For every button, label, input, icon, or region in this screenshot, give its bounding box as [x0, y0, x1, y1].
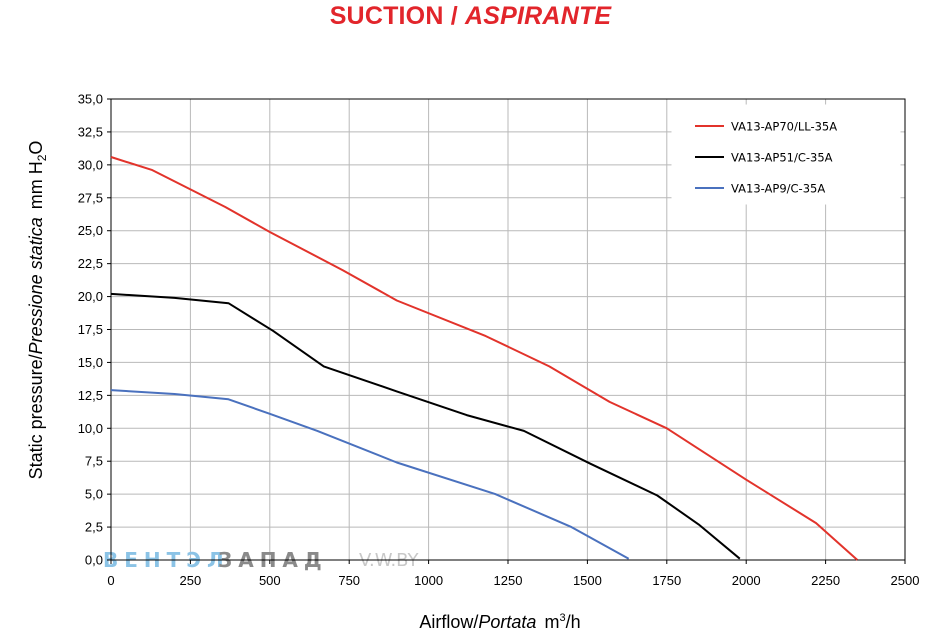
y-tick-label: 0,0 — [85, 553, 103, 568]
legend-label: VA13-AP51/C-35A — [731, 151, 833, 165]
chart-title: SUCTION / ASPIRANTE — [0, 2, 941, 31]
series-line-1 — [110, 156, 859, 561]
x-tick-label: 0 — [107, 573, 114, 588]
ylabel-unit-suffix: O — [26, 141, 46, 155]
legend-label: VA13-AP70/LL-35A — [731, 120, 837, 134]
title-italic: ASPIRANTE — [465, 2, 612, 30]
y-tick-label: 5,0 — [85, 487, 103, 502]
x-tick-label: 2250 — [811, 573, 840, 588]
svg-text:Static pressure/Pressione stat: Static pressure/Pressione statica mm H2O — [26, 141, 49, 480]
x-tick-label: 250 — [180, 573, 202, 588]
y-tick-label: 15,0 — [78, 355, 103, 370]
y-tick-label: 25,0 — [78, 223, 103, 238]
xlabel-main: Airflow/ — [419, 612, 478, 632]
y-tick-label: 20,0 — [78, 289, 103, 304]
x-tick-label: 1250 — [494, 573, 523, 588]
title-separator: / — [443, 2, 466, 30]
ylabel-unit: mm H — [26, 161, 46, 209]
y-tick-label: 2,5 — [85, 520, 103, 535]
legend: VA13-AP70/LL-35A VA13-AP51/C-35A VA13-AP9/… — [671, 104, 901, 205]
y-tick-label: 27,5 — [78, 190, 103, 205]
series-lines — [110, 156, 859, 561]
y-axis-label: Static pressure/Pressione statica mm H2O — [26, 141, 49, 480]
ylabel-main: Static pressure/ — [26, 354, 46, 479]
xlabel-unit: m — [544, 612, 559, 632]
y-tick-label: 35,0 — [78, 92, 103, 107]
ylabel-italic: Pressione statica — [26, 217, 46, 354]
xlabel-unit-sup: 3 — [559, 612, 565, 624]
y-tick-label: 12,5 — [78, 388, 103, 403]
x-axis-label: Airflow/Portata m3/h — [419, 612, 580, 632]
y-tick-label: 17,5 — [78, 322, 103, 337]
title-main: SUCTION — [329, 2, 444, 30]
series-line-3 — [110, 389, 630, 560]
tick-labels: 0 250 500 750 1000 1250 1500 1750 2000 2250 2500 0,… — [78, 92, 920, 589]
y-tick-label: 30,0 — [78, 157, 103, 172]
x-tick-label: 500 — [259, 573, 281, 588]
x-tick-label: 750 — [338, 573, 360, 588]
x-tick-label: 1750 — [652, 573, 681, 588]
ylabel-unit-sub: 2 — [35, 154, 49, 161]
x-tick-label: 2500 — [891, 573, 920, 588]
y-tick-label: 7,5 — [85, 454, 103, 469]
x-tick-label: 1000 — [414, 573, 443, 588]
x-tick-label: 2000 — [732, 573, 761, 588]
x-tick-label: 1500 — [573, 573, 602, 588]
legend-label: VA13-AP9/C-35A — [731, 182, 825, 196]
y-tick-label: 10,0 — [78, 421, 103, 436]
series-line-2 — [110, 292, 741, 560]
xlabel-unit-suffix: /h — [566, 612, 581, 632]
y-tick-label: 22,5 — [78, 256, 103, 271]
y-tick-label: 32,5 — [78, 124, 103, 139]
xlabel-italic: Portata — [478, 612, 536, 632]
